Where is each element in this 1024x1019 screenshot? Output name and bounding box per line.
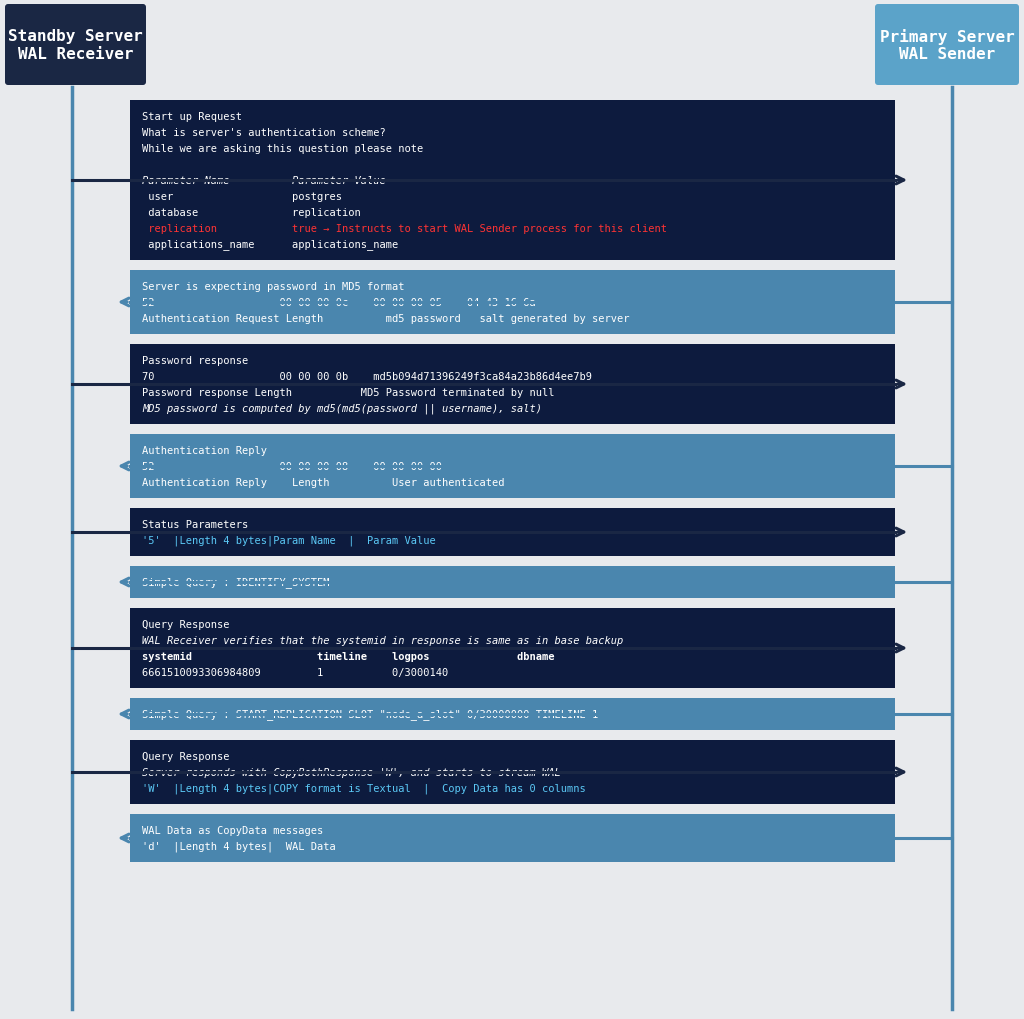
Text: Password response Length           MD5 Password terminated by null: Password response Length MD5 Password te… xyxy=(142,387,555,397)
Text: Authentication Reply: Authentication Reply xyxy=(142,445,267,455)
Text: Standby Server
WAL Receiver: Standby Server WAL Receiver xyxy=(8,30,143,61)
Text: Simple Query : START_REPLICATION SLOT "node_a_slot" 0/30000000 TIMELINE 1: Simple Query : START_REPLICATION SLOT "n… xyxy=(142,709,598,719)
Text: Server responds with CopyBothResponse 'W', and starts to stream WAL: Server responds with CopyBothResponse 'W… xyxy=(142,767,561,777)
Text: Primary Server
WAL Sender: Primary Server WAL Sender xyxy=(880,29,1015,62)
Text: Query Response: Query Response xyxy=(142,751,229,761)
FancyBboxPatch shape xyxy=(874,5,1019,86)
Text: applications_name      applications_name: applications_name applications_name xyxy=(142,239,398,251)
Text: Parameter Name          Parameter Value: Parameter Name Parameter Value xyxy=(142,176,386,185)
Text: Authentication Reply    Length          User authenticated: Authentication Reply Length User authent… xyxy=(142,478,505,487)
Text: WAL Receiver verifies that the systemid in response is same as in base backup: WAL Receiver verifies that the systemid … xyxy=(142,636,624,645)
Text: Authentication Request Length          md5 password   salt generated by server: Authentication Request Length md5 passwo… xyxy=(142,314,630,324)
Bar xyxy=(130,344,895,425)
Bar xyxy=(130,101,895,261)
Text: WAL Data as CopyData messages: WAL Data as CopyData messages xyxy=(142,825,324,836)
Text: What is server's authentication scheme?: What is server's authentication scheme? xyxy=(142,127,386,138)
FancyBboxPatch shape xyxy=(5,5,146,86)
Text: replication            true → Instructs to start WAL Sender process for this cli: replication true → Instructs to start WA… xyxy=(142,224,667,233)
Bar xyxy=(130,608,895,688)
Text: Start up Request: Start up Request xyxy=(142,112,242,122)
Text: Server is expecting password in MD5 format: Server is expecting password in MD5 form… xyxy=(142,281,404,291)
Bar xyxy=(130,698,895,731)
Text: Password response: Password response xyxy=(142,356,248,366)
Text: Query Response: Query Response xyxy=(142,620,229,630)
Text: While we are asking this question please note: While we are asking this question please… xyxy=(142,144,423,154)
Bar xyxy=(130,508,895,556)
Text: Status Parameters: Status Parameters xyxy=(142,520,248,530)
Text: '5'  |Length 4 bytes|Param Name  |  Param Value: '5' |Length 4 bytes|Param Name | Param V… xyxy=(142,535,436,546)
Text: 70                    00 00 00 0b    md5b094d71396249f3ca84a23b86d4ee7b9: 70 00 00 00 0b md5b094d71396249f3ca84a23… xyxy=(142,372,592,382)
Text: 52                    00 00 00 08    00 00 00 00: 52 00 00 00 08 00 00 00 00 xyxy=(142,462,442,472)
Bar xyxy=(130,814,895,862)
Text: 52                    00 00 00 0c    00 00 00 05    04 43 16 6a: 52 00 00 00 0c 00 00 00 05 04 43 16 6a xyxy=(142,298,536,308)
Text: systemid                    timeline    logpos              dbname: systemid timeline logpos dbname xyxy=(142,651,555,661)
Bar xyxy=(130,567,895,598)
Text: user                   postgres: user postgres xyxy=(142,192,342,202)
Text: 'd'  |Length 4 bytes|  WAL Data: 'd' |Length 4 bytes| WAL Data xyxy=(142,841,336,852)
Text: 'W'  |Length 4 bytes|COPY format is Textual  |  Copy Data has 0 columns: 'W' |Length 4 bytes|COPY format is Textu… xyxy=(142,783,586,794)
Bar xyxy=(130,271,895,334)
Text: Simple Query : IDENTIFY_SYSTEM: Simple Query : IDENTIFY_SYSTEM xyxy=(142,577,330,588)
Text: 6661510093306984809         1           0/3000140: 6661510093306984809 1 0/3000140 xyxy=(142,667,449,678)
Text: database               replication: database replication xyxy=(142,208,360,218)
Bar xyxy=(130,434,895,498)
Bar xyxy=(130,740,895,804)
Text: MD5 password is computed by md5(md5(password || username), salt): MD5 password is computed by md5(md5(pass… xyxy=(142,404,542,414)
